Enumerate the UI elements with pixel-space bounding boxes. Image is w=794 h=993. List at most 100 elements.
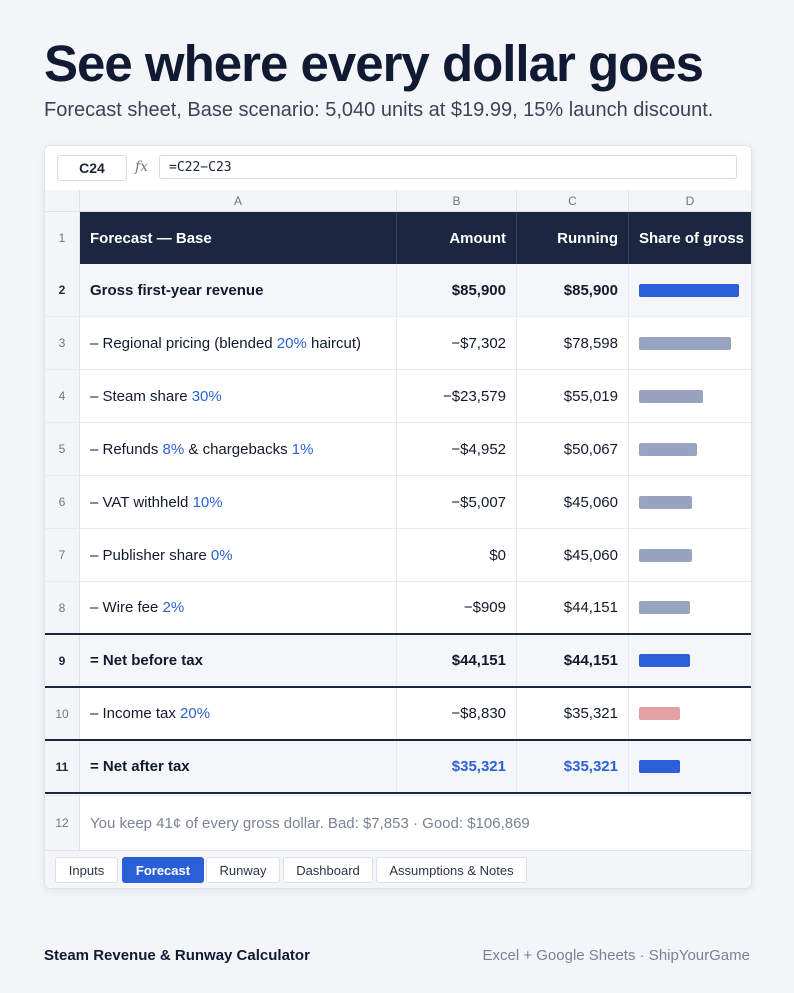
rate-input-value: 2% [162, 599, 185, 616]
row-number[interactable]: 2 [45, 264, 80, 316]
running-total-cell[interactable]: $35,321 [517, 688, 629, 739]
label-text: – VAT withheld [90, 493, 193, 511]
line-item-label[interactable]: Gross first-year revenue [80, 264, 397, 316]
running-total-cell[interactable]: $85,900 [517, 264, 629, 316]
row-number[interactable]: 8 [45, 582, 80, 633]
row-number[interactable]: 5 [45, 423, 80, 475]
header-cell-amount[interactable]: Amount [397, 212, 517, 264]
tab-inputs[interactable]: Inputs [55, 857, 118, 883]
table-row: 3– Regional pricing (blended 20% haircut… [45, 317, 751, 370]
share-bar-cell[interactable] [629, 423, 751, 475]
line-item-label[interactable]: – Refunds 8% & chargebacks 1% [80, 423, 397, 475]
tab-runway[interactable]: Runway [206, 857, 280, 883]
amount-cell[interactable]: −$4,952 [397, 423, 517, 475]
line-item-label[interactable]: – Publisher share 0% [80, 529, 397, 581]
select-all-corner[interactable] [45, 190, 80, 212]
label-text: – Regional pricing (blended [90, 334, 277, 352]
amount-cell[interactable]: −$5,007 [397, 476, 517, 528]
row-number[interactable]: 10 [45, 688, 80, 739]
share-of-gross-bar [639, 654, 690, 667]
line-item-label[interactable]: = Net after tax [80, 741, 397, 792]
column-header-b[interactable]: B [397, 190, 517, 212]
share-bar-cell[interactable] [629, 582, 751, 633]
row-number[interactable]: 1 [45, 212, 80, 264]
column-header-d[interactable]: D [629, 190, 751, 212]
label-text: Gross first-year revenue [90, 281, 264, 299]
running-total-cell[interactable]: $50,067 [517, 423, 629, 475]
rate-input-value: 20% [180, 705, 211, 722]
header-cell-share[interactable]: Share of gross [629, 212, 751, 264]
row-number[interactable]: 9 [45, 635, 80, 686]
share-bar-cell[interactable] [629, 476, 751, 528]
running-total-cell[interactable]: $45,060 [517, 529, 629, 581]
rate-input-value: 20% [276, 334, 307, 352]
line-item-label[interactable]: – VAT withheld 10% [80, 476, 397, 528]
line-item-label[interactable]: – Steam share 30% [80, 370, 397, 422]
row-number[interactable]: 12 [45, 796, 80, 850]
row-number[interactable]: 7 [45, 529, 80, 581]
amount-cell[interactable]: −$7,302 [397, 317, 517, 369]
line-item-label[interactable]: – Wire fee 2% [80, 582, 397, 633]
label-text: = Net before tax [90, 652, 203, 669]
sheet-tabs: Inputs Forecast Runway Dashboard Assumpt… [45, 850, 751, 888]
spreadsheet: C24 fx =C22−C23 A B C D 1 Forecast — Bas… [44, 145, 752, 889]
page-title: See where every dollar goes [44, 35, 704, 92]
share-bar-cell[interactable] [629, 635, 751, 686]
label-text: – Publisher share [90, 546, 211, 564]
table-row: 2 Gross first-year revenue $85,900 $85,900 [45, 264, 751, 317]
header-cell-label[interactable]: Forecast — Base [80, 212, 397, 264]
rate-input-value: 1% [291, 440, 314, 458]
row-number[interactable]: 11 [45, 741, 80, 792]
table-row: 8– Wire fee 2% −$909 $44,151 [45, 582, 751, 635]
formula-input[interactable]: =C22−C23 [159, 155, 737, 179]
share-bar-cell[interactable] [629, 370, 751, 422]
line-item-label[interactable]: = Net before tax [80, 635, 397, 686]
amount-cell[interactable]: −$909 [397, 582, 517, 633]
line-item-label[interactable]: – Regional pricing (blended 20% haircut) [80, 317, 397, 369]
amount-cell[interactable]: $85,900 [397, 264, 517, 316]
amount-cell[interactable]: $0 [397, 529, 517, 581]
share-bar-cell[interactable] [629, 317, 751, 369]
line-item-label[interactable]: – Income tax 20% [80, 688, 397, 739]
running-total-cell[interactable]: $44,151 [517, 582, 629, 633]
share-bar-cell[interactable] [629, 264, 751, 316]
header-cell-running[interactable]: Running [517, 212, 629, 264]
label-text: – Refunds [90, 440, 163, 458]
share-bar-cell[interactable] [629, 688, 751, 739]
table-row: 11 = Net after tax $35,321 $35,321 [45, 741, 751, 794]
row-number[interactable]: 6 [45, 476, 80, 528]
share-of-gross-bar [639, 707, 680, 720]
running-total-cell[interactable]: $35,321 [517, 741, 629, 792]
amount-cell[interactable]: −$23,579 [397, 370, 517, 422]
tab-dashboard[interactable]: Dashboard [283, 857, 373, 883]
tab-forecast[interactable]: Forecast [122, 857, 204, 883]
row-number[interactable]: 4 [45, 370, 80, 422]
share-bar-cell[interactable] [629, 529, 751, 581]
table-row: 4– Steam share 30% −$23,579 $55,019 [45, 370, 751, 423]
formula-bar: C24 fx =C22−C23 [45, 146, 751, 191]
table-row: 6– VAT withheld 10% −$5,007 $45,060 [45, 476, 751, 529]
table-row: 10– Income tax 20% −$8,830 $35,321 [45, 688, 751, 741]
rate-input-value: 8% [162, 440, 185, 458]
amount-cell[interactable]: $35,321 [397, 741, 517, 792]
column-header-c[interactable]: C [517, 190, 629, 212]
amount-cell[interactable]: $44,151 [397, 635, 517, 686]
share-of-gross-bar [639, 336, 731, 350]
label-text: & chargebacks [184, 440, 292, 458]
amount-cell[interactable]: −$8,830 [397, 688, 517, 739]
running-total-cell[interactable]: $55,019 [517, 370, 629, 422]
row-number[interactable]: 3 [45, 317, 80, 369]
running-total-cell[interactable]: $44,151 [517, 635, 629, 686]
platform-credit: Excel + Google Sheets · ShipYourGame [482, 947, 750, 964]
running-total-cell[interactable]: $78,598 [517, 317, 629, 369]
tab-assumptions-notes[interactable]: Assumptions & Notes [376, 857, 527, 883]
share-bar-cell[interactable] [629, 741, 751, 792]
label-text: haircut) [306, 334, 362, 352]
table-row: 5– Refunds 8% & chargebacks 1% −$4,952 $50… [45, 423, 751, 476]
running-total-cell[interactable]: $45,060 [517, 476, 629, 528]
cell-name-box[interactable]: C24 [57, 155, 127, 181]
product-name: Steam Revenue & Runway Calculator [44, 947, 310, 964]
share-of-gross-bar [639, 283, 739, 297]
column-header-a[interactable]: A [80, 190, 397, 212]
summary-cell[interactable]: You keep 41¢ of every gross dollar. Bad:… [90, 814, 530, 832]
